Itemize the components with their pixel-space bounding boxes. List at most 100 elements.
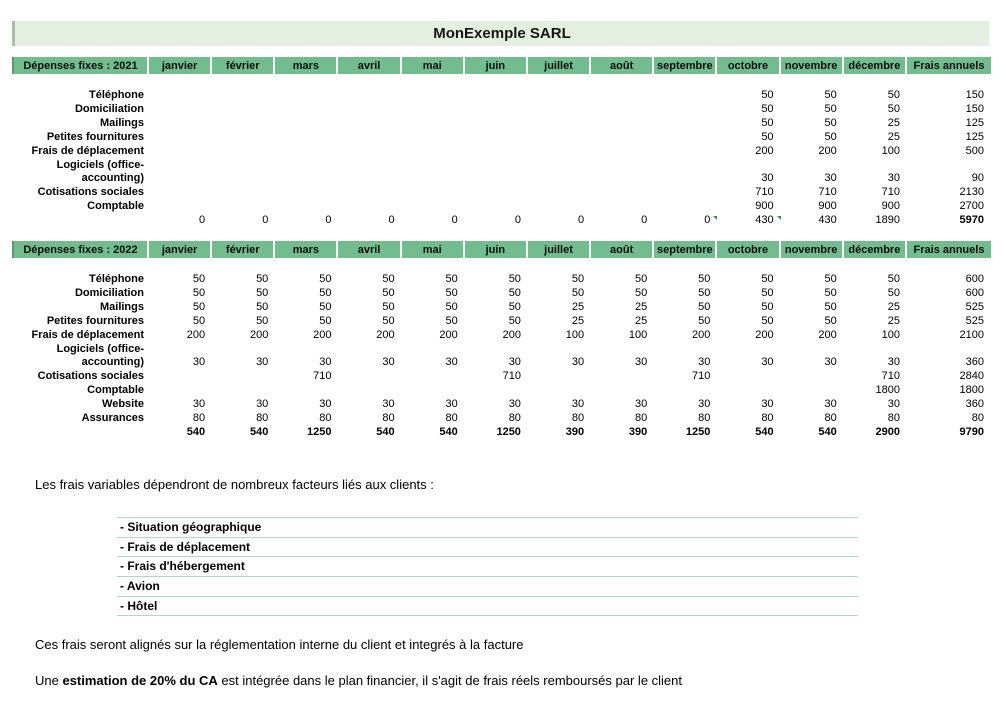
table-title-t2022[interactable]: Dépenses fixes : 2022: [12, 241, 149, 258]
total-cell[interactable]: 0: [654, 214, 718, 228]
value-cell[interactable]: 100: [565, 329, 585, 341]
value-cell[interactable]: 2840: [959, 370, 984, 382]
total-cell[interactable]: 0: [577, 214, 585, 226]
value-cell[interactable]: 25: [635, 315, 648, 327]
value-cell[interactable]: 30: [698, 398, 711, 410]
value-cell[interactable]: [212, 200, 275, 214]
row-label[interactable]: Frais de déplacement: [31, 145, 145, 157]
value-cell[interactable]: 30: [571, 398, 585, 410]
value-cell[interactable]: 200: [313, 329, 332, 341]
value-cell[interactable]: 50: [887, 287, 900, 299]
value-cell[interactable]: 50: [192, 301, 206, 313]
value-cell[interactable]: [338, 89, 401, 103]
value-cell[interactable]: [402, 370, 465, 384]
value-cell[interactable]: 50: [256, 287, 269, 299]
value-cell[interactable]: [149, 186, 212, 200]
row-label[interactable]: Assurances: [81, 412, 144, 424]
value-cell[interactable]: 80: [508, 412, 521, 424]
value-cell[interactable]: 50: [319, 287, 332, 299]
value-cell[interactable]: 30: [635, 356, 648, 368]
value-cell[interactable]: 50: [256, 273, 269, 285]
value-cell[interactable]: 100: [881, 329, 900, 341]
value-cell[interactable]: 50: [382, 315, 395, 327]
value-cell[interactable]: [212, 186, 275, 200]
value-cell[interactable]: [528, 131, 591, 145]
value-cell[interactable]: 900: [755, 200, 774, 212]
value-cell[interactable]: 600: [965, 287, 984, 299]
value-cell[interactable]: 50: [445, 315, 458, 327]
value-cell[interactable]: [338, 145, 401, 159]
value-cell[interactable]: 50: [382, 301, 395, 313]
value-cell[interactable]: 50: [698, 273, 711, 285]
value-cell[interactable]: 50: [445, 301, 458, 313]
value-cell[interactable]: 200: [502, 329, 521, 341]
value-cell[interactable]: [212, 117, 275, 131]
value-cell[interactable]: 30: [382, 398, 395, 410]
value-cell[interactable]: 1800: [959, 384, 984, 396]
value-cell[interactable]: 30: [319, 356, 332, 368]
value-cell[interactable]: 30: [635, 398, 648, 410]
value-cell[interactable]: 50: [192, 315, 206, 327]
value-cell[interactable]: 50: [824, 103, 837, 115]
value-cell[interactable]: [528, 145, 591, 159]
row-label[interactable]: Petites fournitures: [46, 315, 144, 327]
value-cell[interactable]: 50: [824, 89, 837, 101]
value-cell[interactable]: [465, 103, 528, 117]
value-cell[interactable]: 30: [508, 398, 521, 410]
value-cell[interactable]: 100: [881, 145, 900, 157]
value-cell[interactable]: 360: [965, 356, 984, 368]
value-cell[interactable]: [275, 89, 338, 103]
value-cell[interactable]: [528, 117, 591, 131]
total-cell[interactable]: 2900: [875, 426, 900, 438]
column-header-septembre[interactable]: septembre: [654, 57, 718, 74]
value-cell[interactable]: 200: [249, 329, 269, 341]
value-cell[interactable]: 200: [186, 329, 206, 341]
value-cell[interactable]: [781, 384, 844, 398]
value-cell[interactable]: [338, 370, 401, 384]
value-cell[interactable]: 30: [887, 172, 900, 184]
value-cell[interactable]: 25: [887, 131, 900, 143]
value-cell[interactable]: 710: [881, 370, 900, 382]
value-cell[interactable]: 50: [887, 89, 900, 101]
value-cell[interactable]: [338, 103, 401, 117]
value-cell[interactable]: 30: [256, 398, 269, 410]
column-header-avril[interactable]: avril: [338, 57, 402, 74]
value-cell[interactable]: 90: [971, 172, 984, 184]
value-cell[interactable]: [591, 186, 654, 200]
value-cell[interactable]: 30: [192, 398, 206, 410]
value-cell[interactable]: [275, 131, 338, 145]
value-cell[interactable]: 50: [445, 273, 458, 285]
total-cell[interactable]: 0: [325, 214, 332, 226]
value-cell[interactable]: 50: [445, 287, 458, 299]
total-cell[interactable]: 430: [818, 214, 837, 226]
value-cell[interactable]: 30: [382, 356, 395, 368]
column-header-novembre[interactable]: novembre: [780, 241, 844, 258]
column-header-mars[interactable]: mars: [275, 241, 339, 258]
value-cell[interactable]: [528, 103, 591, 117]
value-cell[interactable]: [528, 186, 591, 200]
value-cell[interactable]: [338, 159, 401, 186]
value-cell[interactable]: [338, 384, 401, 398]
value-cell[interactable]: 50: [698, 315, 711, 327]
value-cell[interactable]: [465, 131, 528, 145]
row-label[interactable]: Frais de déplacement: [31, 329, 145, 341]
value-cell[interactable]: [402, 145, 465, 159]
value-cell[interactable]: 50: [508, 315, 521, 327]
value-cell[interactable]: 80: [256, 412, 269, 424]
total-cell[interactable]: 390: [628, 426, 648, 438]
value-cell[interactable]: 50: [761, 117, 774, 129]
column-header-novembre[interactable]: novembre: [780, 57, 844, 74]
value-cell[interactable]: [212, 370, 275, 384]
column-header-f-vrier[interactable]: février: [212, 57, 276, 74]
value-cell[interactable]: [149, 145, 212, 159]
column-header-mars[interactable]: mars: [275, 57, 339, 74]
total-cell[interactable]: 0: [388, 214, 395, 226]
value-cell[interactable]: [275, 117, 338, 131]
value-cell[interactable]: 30: [761, 172, 774, 184]
value-cell[interactable]: [338, 200, 401, 214]
value-cell[interactable]: [591, 89, 654, 103]
value-cell[interactable]: 50: [761, 103, 774, 115]
workbook-title[interactable]: MonExemple SARL: [12, 21, 989, 46]
value-cell[interactable]: [717, 370, 780, 384]
value-cell[interactable]: 200: [818, 145, 837, 157]
